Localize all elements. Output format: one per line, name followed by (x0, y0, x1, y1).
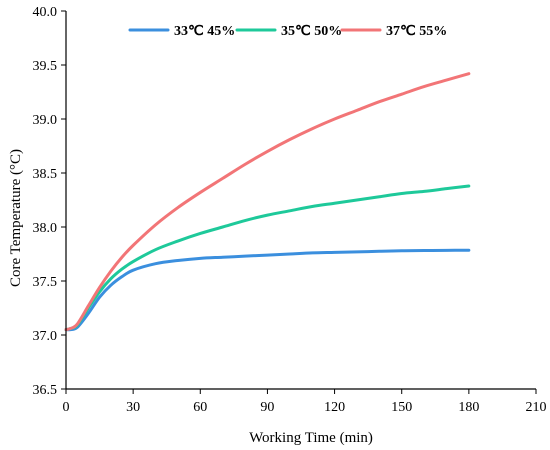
y-tick-label: 39.5 (33, 59, 58, 74)
series-line-2 (64, 184, 471, 332)
series-line-1 (64, 248, 471, 332)
y-tick-label: 38.5 (33, 167, 58, 182)
x-tick-label: 30 (126, 400, 140, 415)
y-ticks: 36.5 37.0 37.5 38.0 38.5 39.0 39.5 40.0 (33, 5, 66, 398)
x-tick-label: 60 (193, 400, 207, 415)
y-tick-label: 36.5 (33, 383, 58, 398)
x-ticks: 0 30 60 90 120 150 180 210 (63, 389, 547, 415)
y-tick-label: 40.0 (33, 5, 58, 20)
x-tick-label: 180 (458, 400, 479, 415)
axes-layer (65, 11, 536, 390)
x-tick-label: 120 (324, 400, 345, 415)
series-line-3 (64, 72, 471, 332)
x-tick-label: 210 (526, 400, 547, 415)
y-axis-title: Core Temperature (°C) (8, 149, 24, 287)
legend-label-1: 33℃ 45% (174, 24, 235, 39)
x-tick-label: 90 (260, 400, 274, 415)
y-tick-label: 37.5 (33, 275, 58, 290)
x-tick-label: 150 (391, 400, 412, 415)
y-tick-label: 38.0 (33, 221, 58, 236)
series-layer (64, 72, 471, 332)
y-tick-label: 37.0 (33, 329, 58, 344)
x-tick-label: 0 (63, 400, 70, 415)
x-axis-title: Working Time (min) (249, 430, 373, 446)
y-tick-label: 39.0 (33, 113, 58, 128)
legend: 33℃ 45% 35℃ 50% 37℃ 55% (128, 24, 447, 39)
legend-label-3: 37℃ 55% (386, 24, 447, 39)
legend-label-2: 35℃ 50% (281, 24, 342, 39)
